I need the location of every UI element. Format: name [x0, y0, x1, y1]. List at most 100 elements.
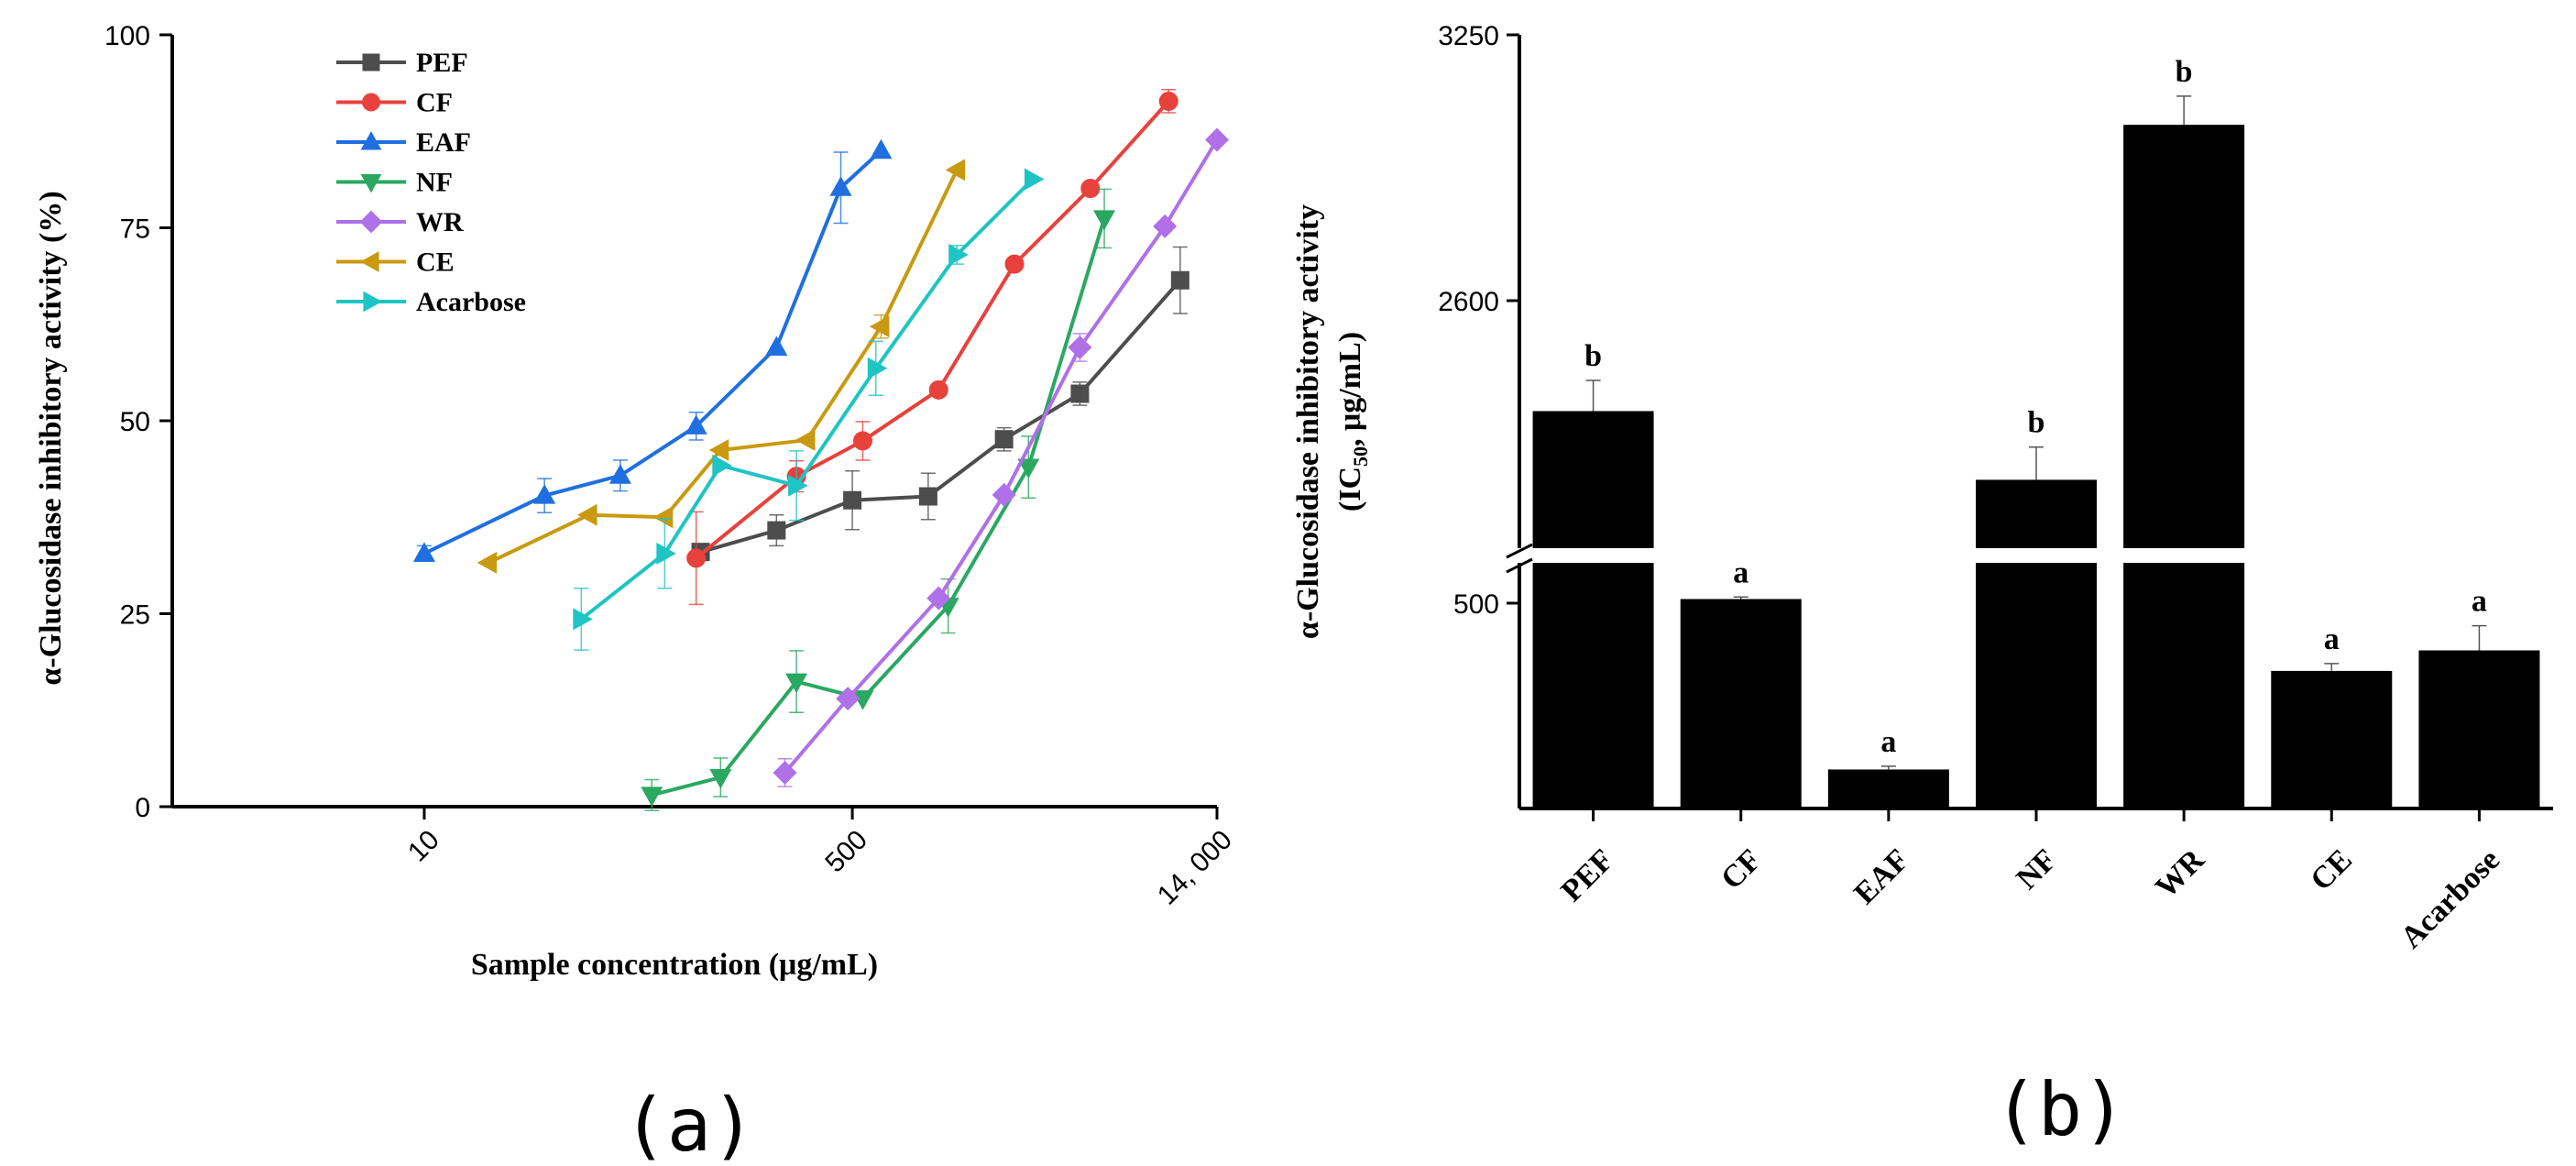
- significance-label-nf: b: [2028, 406, 2045, 440]
- legend-marker-pef: [362, 53, 380, 72]
- legend-label-wr: WR: [416, 207, 464, 237]
- legend-label-eaf: EAF: [416, 127, 471, 158]
- data-point-nf: [1017, 458, 1040, 479]
- bar-upper-nf: [1976, 479, 2097, 548]
- panel-label-b: (b): [1994, 1067, 2127, 1152]
- data-point-cf: [1080, 179, 1101, 199]
- series-line-ce: [488, 169, 959, 565]
- legend-entry-acarbose: Acarbose: [336, 287, 526, 317]
- x-tick-label: 10: [402, 825, 445, 868]
- line-chart-x-axis-title: Sample concentration (μg/mL): [471, 948, 878, 982]
- data-point-eaf: [412, 542, 435, 562]
- axis-break-mark: [1506, 543, 1533, 559]
- series-line-wr: [783, 138, 1219, 775]
- y-tick-label: 3250: [1438, 21, 1499, 51]
- bar-pef: [1532, 563, 1654, 808]
- legend-entry-nf: NF: [336, 168, 453, 198]
- data-point-acarbose: [788, 474, 808, 497]
- y-tick-label: 100: [104, 21, 150, 51]
- line-chart-series: [412, 89, 1229, 811]
- legend-marker-eaf: [360, 131, 382, 150]
- data-point-nf: [709, 769, 732, 789]
- data-point-acarbose: [948, 243, 969, 266]
- data-point-ce: [795, 429, 816, 452]
- series-pef: [691, 246, 1189, 562]
- bar-group-wr: b: [2123, 55, 2245, 808]
- data-point-wr: [1205, 127, 1229, 152]
- bar-eaf: [1827, 769, 1949, 808]
- data-point-ce: [945, 159, 966, 182]
- bar-group-ce: a: [2271, 622, 2393, 808]
- series-cf: [686, 89, 1178, 606]
- bar-wr: [2123, 563, 2245, 808]
- axis-break-mark: [1506, 557, 1533, 574]
- data-point-eaf: [533, 484, 556, 504]
- data-point-acarbose: [867, 357, 888, 380]
- bar-chart-bars: b a a b b a a: [1532, 55, 2540, 808]
- data-point-ce: [708, 438, 729, 461]
- bar-chart-y-axis-title-line2: (IC50, μg/mL): [1333, 332, 1372, 512]
- bar-upper-wr: [2123, 125, 2245, 548]
- bar-group-eaf: a: [1827, 725, 1949, 808]
- bar-group-nf: b: [1976, 406, 2097, 808]
- data-point-wr: [992, 482, 1016, 507]
- data-point-nf: [851, 690, 874, 710]
- bar-acarbose: [2418, 650, 2540, 808]
- panel-label-a: (a): [623, 1083, 756, 1166]
- data-point-cf: [1158, 91, 1178, 111]
- data-point-acarbose: [712, 454, 732, 477]
- line-chart-y-axis-title: α-Glucosidase inhibitory activity (%): [34, 191, 68, 685]
- y-tick-label: 0: [135, 793, 150, 823]
- bar-group-cf: a: [1680, 556, 1802, 808]
- bar-chart-category-labels: PEF CF EAF NF WR CE Acarbose: [1555, 808, 2506, 955]
- data-point-cf: [686, 548, 707, 568]
- y-tick-label: 2600: [1438, 287, 1499, 317]
- bar-chart-ticks: 500 2600 3250: [1438, 21, 1519, 620]
- data-point-pef: [918, 487, 937, 506]
- data-point-wr: [1068, 336, 1092, 360]
- y-tick-label: 75: [120, 214, 150, 245]
- series-line-eaf: [423, 148, 882, 556]
- significance-label-eaf: a: [1880, 725, 1896, 759]
- data-point-eaf: [829, 176, 852, 196]
- legend-marker-wr: [359, 210, 383, 234]
- data-point-pef: [994, 430, 1014, 449]
- data-point-cf: [1004, 254, 1025, 274]
- data-point-nf: [785, 673, 808, 694]
- line-chart-ticks: 0 25 50 75 100 10 500 14, 000: [104, 21, 1238, 911]
- bar-upper-pef: [1532, 411, 1654, 548]
- line-chart-panel: 0 25 50 75 100 10 500 14, 000 PEF CF EAF NF WR CE Aca…: [34, 21, 1238, 1166]
- data-point-wr: [926, 586, 951, 610]
- data-point-pef: [767, 521, 786, 540]
- x-tick-label: 500: [819, 825, 873, 879]
- data-point-eaf: [608, 464, 631, 484]
- bar-chart-y-axis-title-line1: α-Glucosidase inhibitory activity: [1291, 204, 1325, 639]
- data-point-eaf: [870, 138, 893, 160]
- significance-label-wr: b: [2176, 55, 2193, 89]
- data-point-ce: [869, 315, 890, 338]
- data-point-wr: [773, 760, 797, 785]
- legend-label-pef: PEF: [416, 48, 468, 78]
- series-eaf: [412, 138, 893, 562]
- data-point-cf: [852, 431, 872, 451]
- category-label-nf: NF: [2010, 842, 2063, 896]
- data-point-ce: [577, 503, 597, 526]
- category-label-acarbose: Acarbose: [2395, 842, 2506, 954]
- bar-cf: [1680, 599, 1802, 808]
- bar-nf: [1976, 563, 2097, 808]
- bar-chart-panel: 500 2600 3250 b a a b b a a PEF CF EAF NF WR CE Acarbo…: [1291, 21, 2553, 1152]
- x-tick-label: 14, 000: [1152, 825, 1238, 911]
- series-line-pef: [700, 279, 1182, 555]
- data-point-acarbose: [573, 608, 593, 631]
- category-label-cf: CF: [1715, 842, 1768, 896]
- series-line-nf: [651, 217, 1106, 798]
- legend-label-nf: NF: [416, 168, 453, 198]
- legend-label-cf: CF: [416, 88, 453, 118]
- bar-group-pef: b: [1532, 339, 1654, 808]
- significance-label-pef: b: [1584, 339, 1602, 373]
- legend-marker-cf: [362, 93, 380, 112]
- category-label-ce: CE: [2304, 842, 2359, 897]
- legend-entry-cf: CF: [336, 88, 453, 118]
- y-tick-label: 25: [120, 600, 150, 631]
- legend-marker-ce: [360, 251, 379, 272]
